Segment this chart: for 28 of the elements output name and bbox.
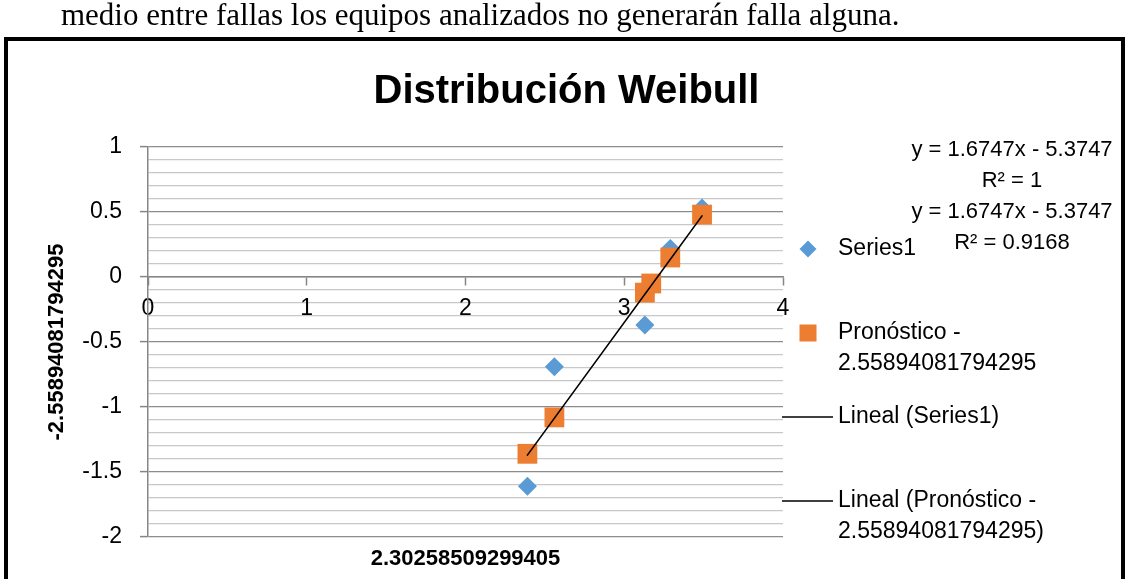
point bbox=[517, 443, 538, 464]
text: y = 1.6747x - 5.3747 bbox=[911, 136, 1113, 162]
point bbox=[635, 315, 655, 335]
y-tick-label: -0.5 bbox=[82, 327, 122, 354]
y-tick-label: 0 bbox=[109, 262, 122, 289]
point bbox=[517, 476, 537, 496]
text: R² = 1 bbox=[981, 167, 1043, 193]
y-axis-title: -2.55894081794295 bbox=[43, 243, 69, 441]
y-tick-label: 1 bbox=[109, 132, 122, 159]
y-tick-label: -2 bbox=[101, 522, 122, 549]
legend-label: Pronóstico - 2.55894081794295 bbox=[838, 318, 1037, 376]
legend-label: Series1 bbox=[838, 234, 916, 261]
legend-label: Lineal (Pronóstico - 2.55894081794295) bbox=[838, 486, 1044, 544]
x-axis-title: 2.30258509299405 bbox=[370, 545, 561, 571]
text: R² = 0.9168 bbox=[954, 229, 1070, 255]
y-tick-label: -1 bbox=[101, 392, 122, 419]
point bbox=[544, 357, 564, 377]
x-tick-label: 3 bbox=[617, 294, 631, 321]
x-tick-label: 4 bbox=[776, 294, 790, 321]
chart-title: Distribución Weibull bbox=[373, 67, 760, 112]
legend-label: Lineal (Series1) bbox=[838, 402, 1000, 429]
y-tick-label: -1.5 bbox=[82, 457, 122, 484]
point bbox=[692, 204, 712, 225]
text: y = 1.6747x - 5.3747 bbox=[911, 198, 1113, 224]
x-tick-label: 1 bbox=[300, 294, 314, 321]
y-tick-label: 0.5 bbox=[90, 197, 122, 224]
text: medio entre fallas los equipos analizados no generarán falla alguna. bbox=[61, 0, 900, 32]
x-tick-label: 2 bbox=[459, 294, 472, 321]
